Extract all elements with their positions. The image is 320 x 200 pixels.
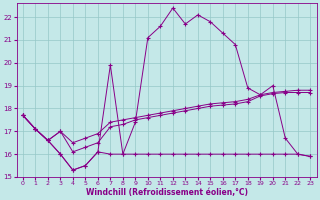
X-axis label: Windchill (Refroidissement éolien,°C): Windchill (Refroidissement éolien,°C)	[85, 188, 248, 197]
